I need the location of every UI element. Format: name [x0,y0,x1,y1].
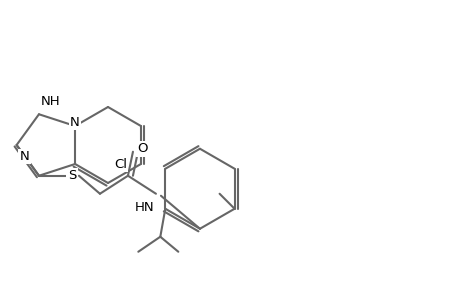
Text: HN: HN [134,201,154,214]
Text: O: O [137,142,148,155]
Text: N: N [70,116,80,128]
Text: N: N [20,150,29,163]
Text: S: S [67,169,76,182]
Text: Cl: Cl [114,158,127,170]
Text: NH: NH [41,95,61,108]
